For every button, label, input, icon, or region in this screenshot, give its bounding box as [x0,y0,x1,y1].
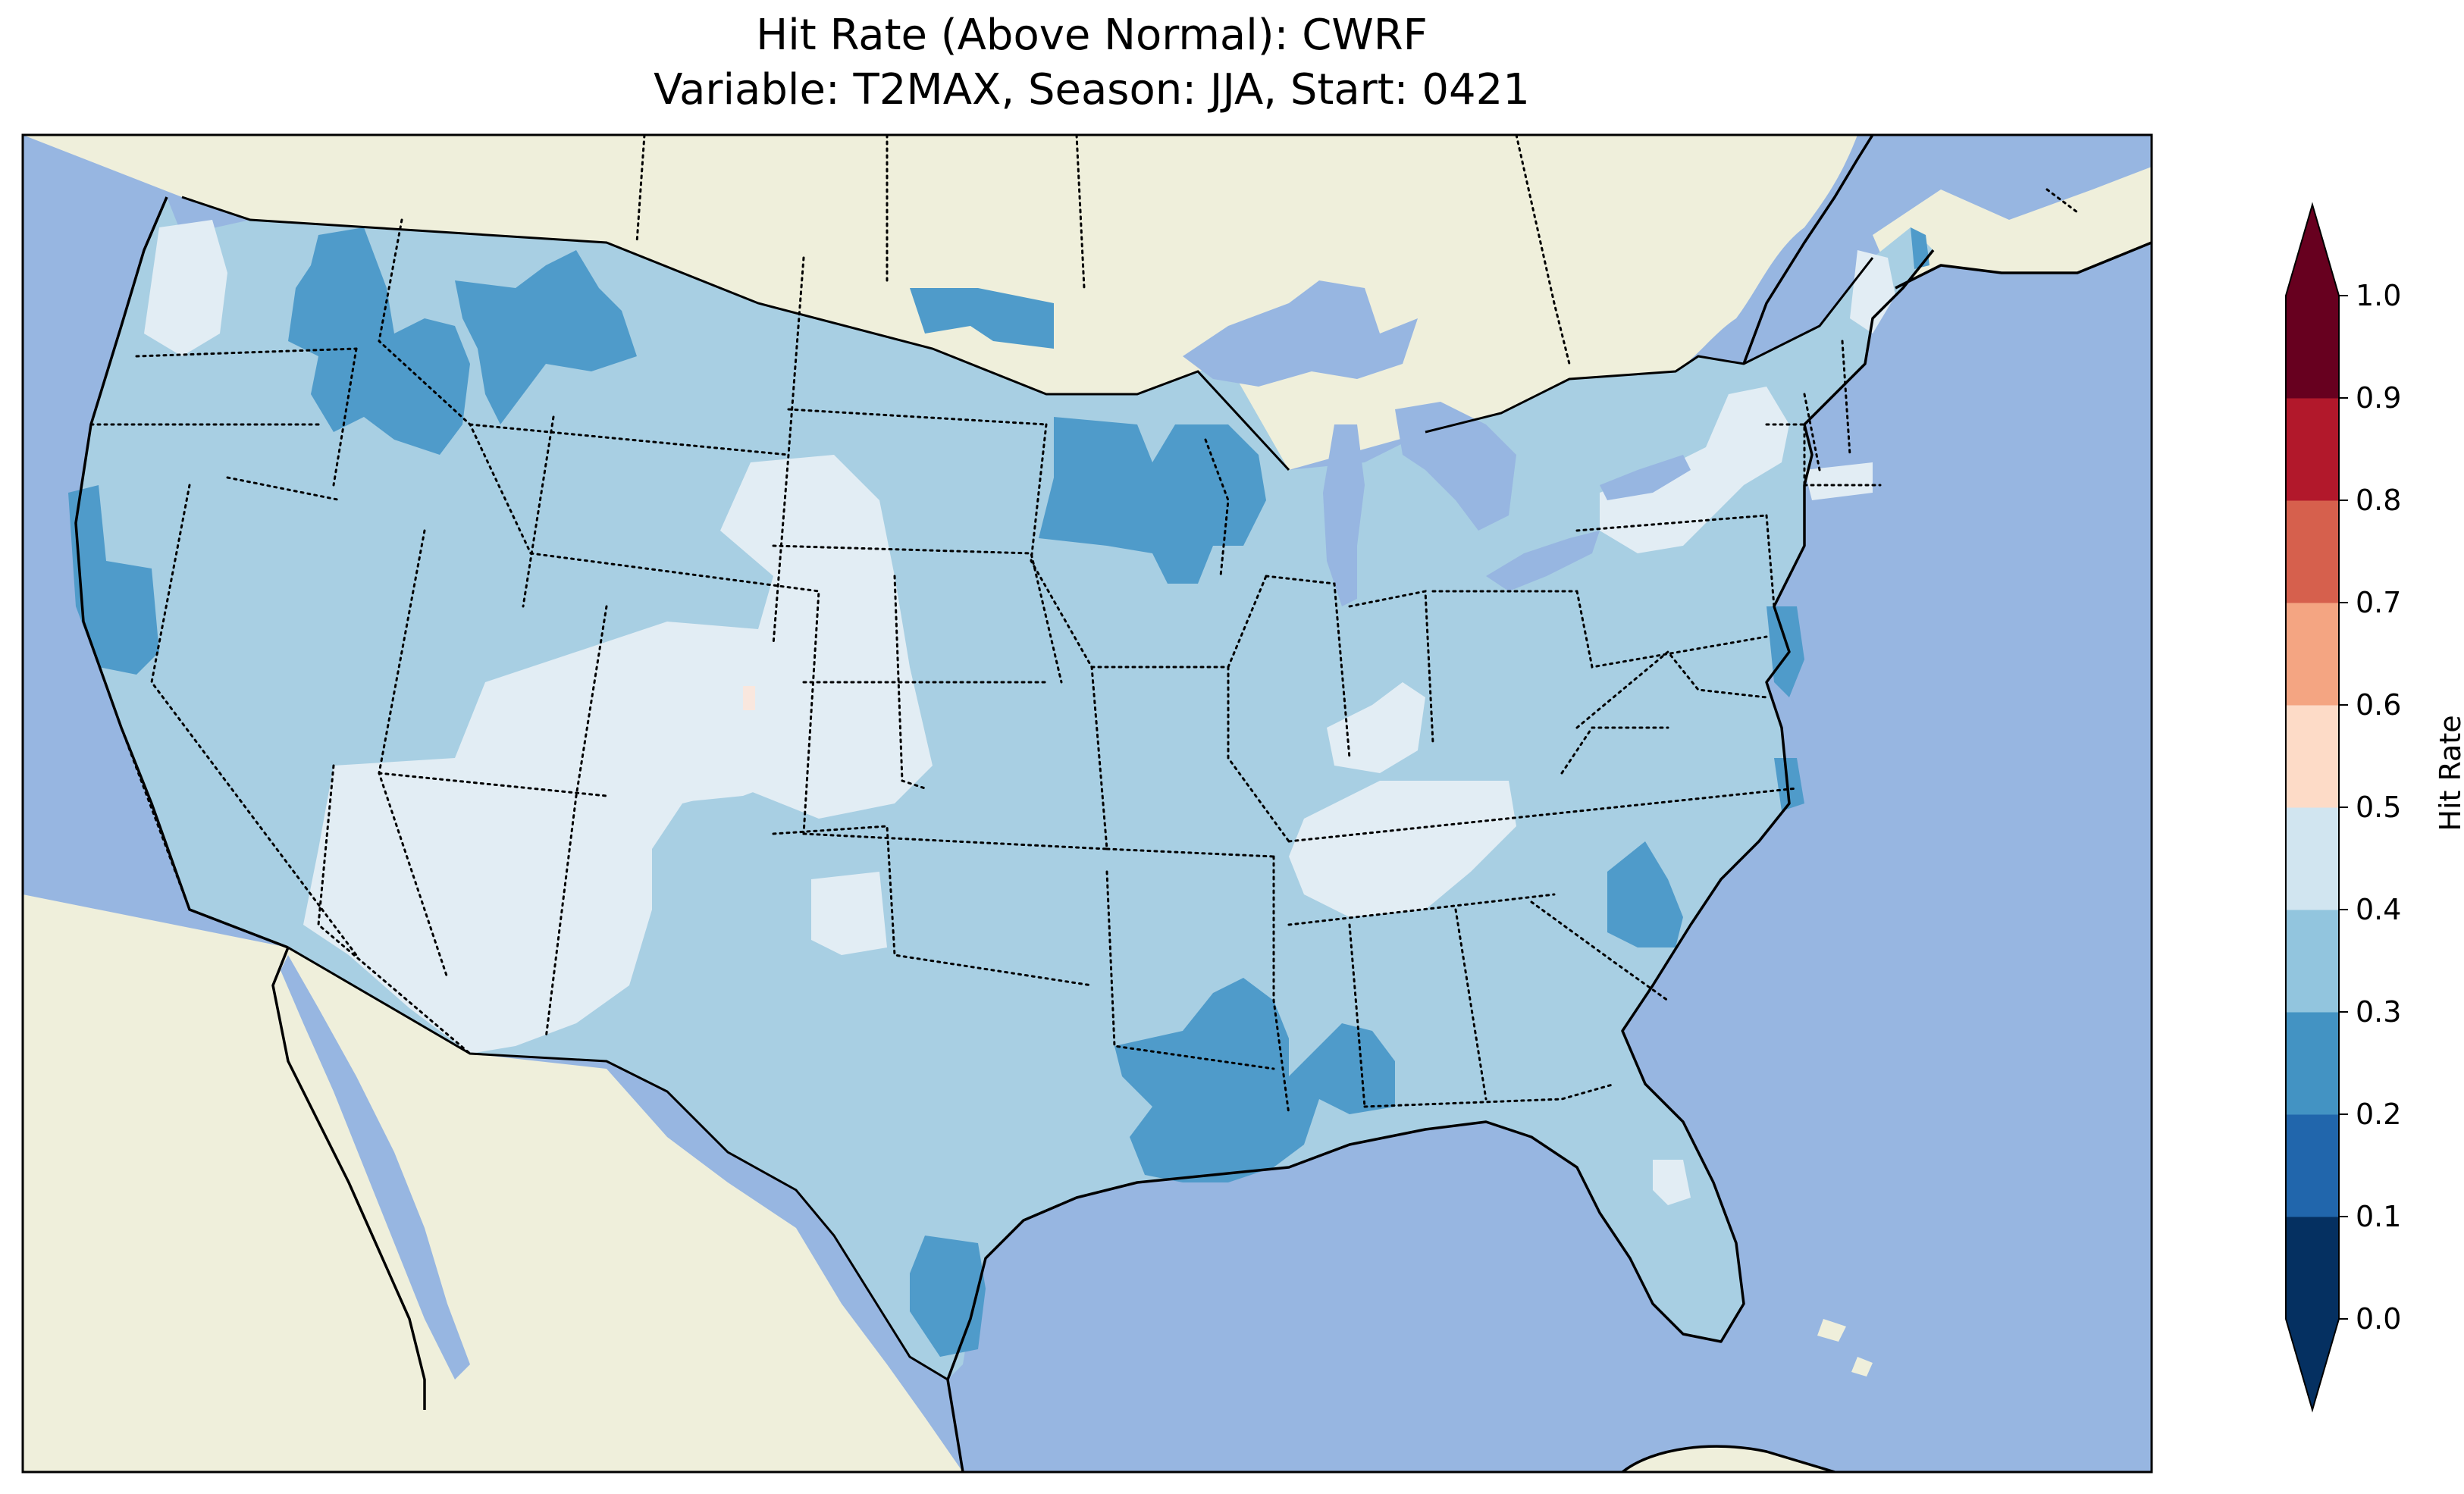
map-lake-huron [1395,402,1516,531]
map-gulf-california [281,955,470,1380]
map-province-borders [635,135,2079,365]
colorbar-swatch-4 [2286,807,2339,910]
colorbar-swatch-2 [2286,1012,2339,1115]
region-tennessee-light [1289,781,1516,917]
map-coastline-baja [271,947,426,1410]
colorbar-extend-under [2286,1319,2339,1410]
map-lake-erie [1486,531,1600,591]
colorbar-tick-label-8: 0.8 [2356,484,2401,517]
colorbar-tick-label-4: 0.4 [2356,893,2401,926]
colorbar-ticks: 0.0 0.1 0.2 0.3 0.4 0.5 0.6 0.7 0.8 0.9 1.0 [2339,279,2401,1336]
map-border-us-mexico [287,946,948,1381]
colorbar-swatch-9 [2286,296,2339,399]
map-border-us-canada [181,196,1874,471]
region-maine-dark [1911,227,1930,269]
colorbar-tick-label-9: 0.9 [2356,381,2401,415]
colorbar-swatch-5 [2286,705,2339,808]
colorbar-label: Hit Rate [2434,715,2464,831]
region-colorado-point [743,686,755,710]
region-chesapeake-dark [1766,606,1804,811]
map-land-maritimes [1873,167,2152,288]
colorbar-tick-label-0: 0.0 [2356,1302,2401,1336]
colorbar-swatch-1 [2286,1114,2339,1217]
map-state-borders [89,218,1882,1116]
map-lake-michigan [1323,424,1365,606]
colorbar-tick-label-2: 0.2 [2356,1098,2401,1131]
map-land-cuba [1622,1446,1835,1472]
map-title-line2: Variable: T2MAX, Season: JJA, Start: 042… [654,65,1530,114]
colorbar-swatch-3 [2286,910,2339,1013]
colorbar-tick-label-5: 0.5 [2356,791,2401,824]
map-land-bahamas [1817,1319,1873,1377]
region-florida-light [1653,1160,1691,1205]
map-title-line1: Hit Rate (Above Normal): CWRF [756,11,1428,60]
region-oklahoma-light [811,872,887,955]
colorbar-tick-label-10: 1.0 [2356,279,2401,312]
region-montana-dark [455,250,637,424]
colorbar-swatch-0 [2286,1217,2339,1320]
region-minnesota-dark [1039,417,1266,584]
colorbar-swatch-6 [2286,603,2339,706]
region-ct-light [1804,462,1873,500]
region-indiana-light [1327,682,1425,773]
colorbar-swatch-7 [2286,500,2339,603]
region-sc-dark [1607,841,1683,947]
region-california-dark [68,485,159,675]
colorbar-swatches [2285,202,2340,1413]
map-land-mexico [23,894,963,1472]
region-nd-dark [910,288,1054,349]
map-lake-superior [1183,280,1418,387]
region-louisiana-dark [1114,978,1395,1182]
region-washington-coast [144,220,227,356]
region-newyork-light [1600,387,1789,553]
colorbar-swatch-8 [2286,398,2339,501]
map-coastline-canada [1742,135,2152,365]
colorbar-extend-over [2286,205,2339,296]
colorbar-tick-label-1: 0.1 [2356,1200,2401,1233]
map-lake-ontario [1600,455,1691,500]
map-coastline-cuba [1621,1445,1835,1472]
colorbar-tick-label-7: 0.7 [2356,586,2401,619]
colorbar-tick-label-6: 0.6 [2356,688,2401,722]
map-frame [21,133,2153,1474]
colorbar-tick-label-3: 0.3 [2356,995,2401,1029]
region-colorado-light [576,644,804,803]
